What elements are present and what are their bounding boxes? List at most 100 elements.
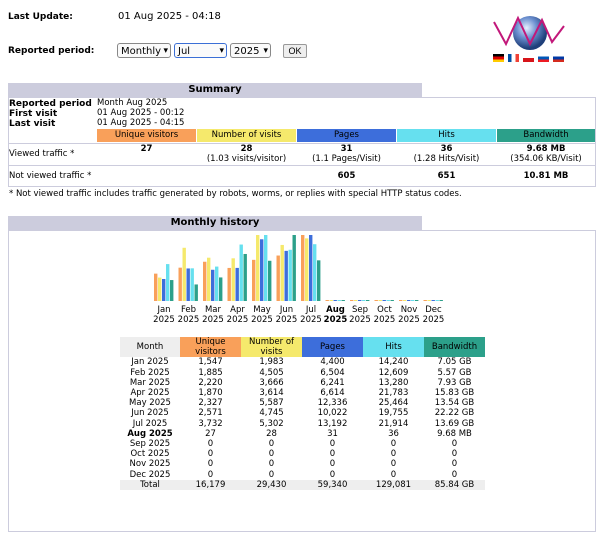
table-row: Nov 2025 0 0 0 0 0 bbox=[120, 459, 485, 469]
bar-number-of-visits-mar-2025 bbox=[207, 257, 211, 301]
col-number-of-visits: Number of visits bbox=[197, 129, 296, 142]
bar-bandwidth-oct-2025 bbox=[390, 300, 394, 301]
cell-unique: 27 bbox=[205, 428, 216, 439]
cell-unique: 2,571 bbox=[198, 408, 223, 419]
cell-unique: 2,327 bbox=[198, 398, 223, 409]
th-number-of-visits: Number of visits bbox=[241, 337, 302, 358]
cell-month: Jun 2025 bbox=[131, 408, 169, 419]
bar-number-of-visits-apr-2025 bbox=[231, 258, 235, 301]
last-update-label: Last Update: bbox=[8, 12, 73, 22]
cell-pages: 0 bbox=[329, 439, 336, 450]
bar-pages-sep-2025 bbox=[358, 300, 362, 301]
bar-unique-visitors-feb-2025 bbox=[178, 267, 182, 301]
bar-number-of-visits-aug-2025 bbox=[329, 300, 333, 301]
cell-visits: 28 bbox=[266, 428, 277, 439]
ok-button[interactable]: OK bbox=[283, 44, 307, 58]
cell-unique: 1,870 bbox=[198, 388, 223, 399]
cell-hits: 0 bbox=[390, 449, 397, 460]
year-select[interactable]: 2025 bbox=[230, 43, 271, 59]
reported-period-label: Reported period: bbox=[8, 46, 95, 56]
cell-hits: 25,464 bbox=[378, 398, 409, 409]
viewed-pages-sub: (1.1 Pages/Visit) bbox=[312, 154, 381, 164]
cell-month: Dec 2025 bbox=[129, 469, 171, 480]
axis-year-label: 2025 bbox=[374, 315, 396, 325]
cell-hits: 21,783 bbox=[378, 388, 409, 399]
ru-flag-icon[interactable] bbox=[553, 54, 564, 62]
table-row: May 2025 2,327 5,587 12,336 25,464 13.54 GB bbox=[120, 398, 485, 408]
cell-hits: 0 bbox=[390, 459, 397, 470]
col-unique-visitors: Unique visitors bbox=[97, 129, 196, 142]
monthly-history-table: Month Unique visitors Number of visits P… bbox=[120, 337, 485, 491]
cell-hits: 0 bbox=[390, 439, 397, 450]
bar-number-of-visits-jun-2025 bbox=[280, 244, 284, 301]
cell-pages: 6,241 bbox=[320, 377, 345, 388]
cell-bandwidth: 0 bbox=[451, 469, 458, 480]
axis-month-label: Jun bbox=[279, 305, 293, 315]
cell-unique: 2,220 bbox=[198, 377, 223, 388]
bar-unique-visitors-jan-2025 bbox=[154, 273, 158, 301]
th-pages: Pages bbox=[302, 337, 363, 358]
bar-pages-aug-2025 bbox=[333, 300, 337, 301]
bar-pages-jul-2025 bbox=[309, 235, 313, 301]
axis-month-label: Jul bbox=[305, 305, 316, 315]
bar-bandwidth-nov-2025 bbox=[415, 300, 419, 301]
axis-year-label: 2025 bbox=[276, 315, 298, 325]
month-select[interactable]: Jul bbox=[174, 43, 227, 59]
axis-year-label: 2025 bbox=[178, 315, 200, 325]
cell-bandwidth: 5.57 GB bbox=[437, 367, 472, 378]
bar-pages-jun-2025 bbox=[284, 250, 288, 301]
bar-hits-may-2025 bbox=[264, 235, 268, 301]
table-row: Jan 2025 1,547 1,983 4,400 14,240 7.05 GB bbox=[120, 357, 485, 367]
cell-month: Sep 2025 bbox=[129, 439, 171, 450]
th-hits: Hits bbox=[363, 337, 424, 358]
viewed-hits-sub: (1.28 Hits/Visit) bbox=[413, 154, 480, 164]
bar-number-of-visits-jan-2025 bbox=[158, 277, 162, 301]
cell-pages: 31 bbox=[327, 428, 338, 439]
last-visit-value: 01 Aug 2025 - 04:15 bbox=[97, 118, 185, 128]
bar-bandwidth-aug-2025 bbox=[341, 300, 345, 301]
de-flag-icon[interactable] bbox=[493, 54, 504, 62]
viewed-bandwidth-sub: (354.06 KB/Visit) bbox=[510, 154, 582, 164]
bar-number-of-visits-nov-2025 bbox=[403, 300, 407, 301]
cz-flag-icon[interactable] bbox=[523, 54, 534, 62]
table-row: Oct 2025 0 0 0 0 0 bbox=[120, 449, 485, 459]
axis-year-label: 2025 bbox=[349, 315, 371, 325]
bar-unique-visitors-may-2025 bbox=[252, 259, 256, 301]
axis-year-label: 2025 bbox=[300, 315, 322, 325]
cell-visits: 0 bbox=[268, 469, 275, 480]
cell-month: Nov 2025 bbox=[129, 459, 171, 470]
cell-bandwidth: 7.05 GB bbox=[437, 357, 472, 368]
bar-pages-mar-2025 bbox=[211, 269, 215, 301]
si-flag-icon[interactable] bbox=[538, 54, 549, 62]
bar-hits-sep-2025 bbox=[362, 300, 366, 301]
fr-flag-icon[interactable] bbox=[508, 54, 519, 62]
bar-bandwidth-jul-2025 bbox=[317, 260, 321, 301]
monthly-history-title: Monthly history bbox=[8, 216, 422, 230]
axis-year-label: 2025 bbox=[251, 315, 273, 325]
total-unique: 16,179 bbox=[180, 479, 241, 491]
bar-hits-dec-2025 bbox=[435, 300, 439, 301]
axis-month-label: May bbox=[253, 305, 271, 315]
monthly-history-chart: Jan2025Feb2025Mar2025Apr2025May2025Jun20… bbox=[153, 235, 444, 325]
cell-visits: 4,745 bbox=[259, 408, 284, 419]
bar-hits-apr-2025 bbox=[239, 244, 243, 301]
table-row: Apr 2025 1,870 3,614 6,614 21,783 15.83 GB bbox=[120, 388, 485, 398]
cell-hits: 14,240 bbox=[378, 357, 409, 368]
cell-hits: 12,609 bbox=[378, 367, 409, 378]
axis-month-label: Aug bbox=[326, 305, 345, 315]
bar-hits-mar-2025 bbox=[215, 266, 219, 301]
cell-visits: 3,614 bbox=[259, 388, 284, 399]
period-type-select[interactable]: Monthly bbox=[117, 43, 171, 59]
cell-hits: 13,280 bbox=[378, 377, 409, 388]
cell-visits: 1,983 bbox=[259, 357, 284, 368]
cell-bandwidth: 9.68 MB bbox=[437, 428, 472, 439]
bar-bandwidth-apr-2025 bbox=[243, 253, 247, 301]
cell-visits: 5,587 bbox=[259, 398, 284, 409]
cell-unique: 0 bbox=[207, 459, 214, 470]
axis-month-label: Mar bbox=[205, 305, 222, 315]
bar-number-of-visits-sep-2025 bbox=[354, 300, 358, 301]
bar-hits-jan-2025 bbox=[166, 264, 170, 301]
th-bandwidth: Bandwidth bbox=[424, 337, 485, 358]
cell-unique: 0 bbox=[207, 439, 214, 450]
table-row: Jul 2025 3,732 5,302 13,192 21,914 13.69 GB bbox=[120, 419, 485, 429]
